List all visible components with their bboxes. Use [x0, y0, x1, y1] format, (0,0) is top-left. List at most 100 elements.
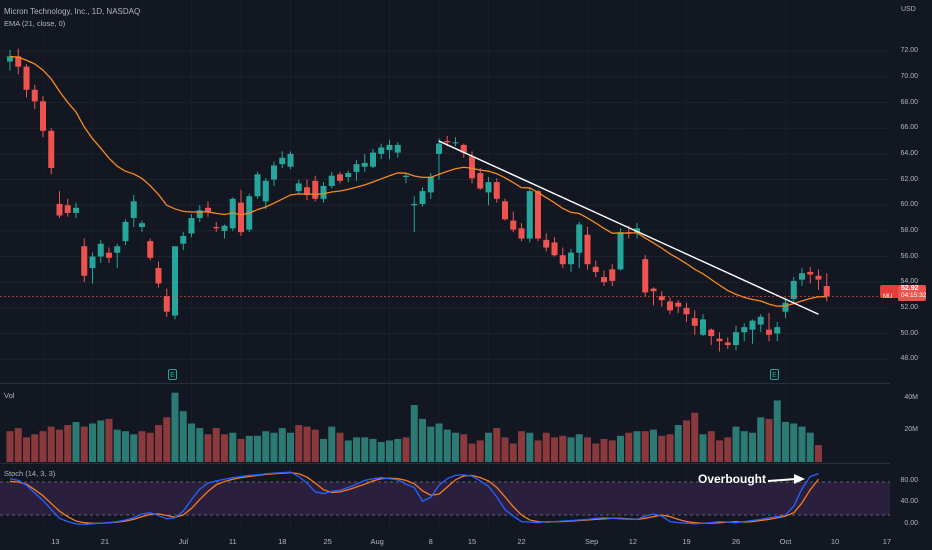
volume-bar: [452, 432, 459, 462]
candle-body: [7, 56, 13, 62]
volume-bar: [377, 441, 385, 462]
volume-bar: [427, 426, 435, 462]
volume-bar: [369, 438, 377, 462]
volume-bar: [163, 417, 171, 462]
price-axis-label: 50.00: [900, 329, 918, 337]
volume-bar: [650, 429, 657, 462]
volume-bar: [485, 432, 492, 462]
stoch-axis-40: 40.00: [900, 498, 918, 505]
candle-body: [790, 280, 797, 299]
candle-body: [254, 174, 261, 197]
earnings-icon[interactable]: E: [770, 369, 779, 380]
candle-body: [353, 164, 360, 172]
candle-body: [427, 176, 434, 193]
volume-pane-separator[interactable]: [0, 383, 890, 384]
candle-body: [106, 252, 112, 258]
candle-body: [749, 320, 756, 330]
volume-bar: [790, 423, 798, 462]
candle-body: [551, 242, 558, 256]
volume-bar: [534, 440, 542, 462]
candle-body: [741, 327, 748, 333]
volume-bar: [798, 426, 806, 462]
candle-body: [815, 275, 822, 280]
candle-body: [361, 162, 368, 167]
candle-body: [287, 153, 294, 167]
candle-body: [188, 218, 195, 234]
volume-label: Vol: [4, 391, 15, 400]
candle-body: [64, 205, 71, 213]
volume-bar: [278, 428, 286, 462]
price-axis-label: 60.00: [900, 201, 918, 209]
earnings-icon[interactable]: E: [168, 369, 177, 380]
price-axis-label: 68.00: [900, 98, 918, 106]
volume-bar: [80, 426, 88, 462]
stoch-axis-80: 80.00: [900, 477, 918, 484]
volume-bar: [551, 437, 558, 462]
volume-bar: [707, 431, 715, 462]
time-axis-label: 13: [51, 537, 60, 546]
time-axis-label: 12: [628, 537, 638, 546]
volume-bar: [460, 434, 468, 462]
candle-body: [485, 182, 492, 193]
volume-bar: [188, 423, 195, 462]
candle-body: [502, 201, 508, 220]
volume-bar: [740, 431, 748, 462]
volume-bar: [765, 418, 773, 462]
volume-bar: [674, 425, 682, 462]
candle-body: [724, 342, 731, 346]
candle-body: [436, 143, 442, 154]
candle-body: [411, 203, 418, 206]
candle-body: [370, 152, 376, 167]
candle-body: [312, 180, 319, 199]
stoch-pane-separator[interactable]: [0, 463, 890, 464]
candle-body: [147, 241, 154, 258]
volume-bar: [179, 411, 187, 462]
volume-bar: [23, 437, 30, 462]
volume-bar: [518, 431, 525, 462]
price-axis-label: 48.00: [900, 355, 918, 363]
candle-body: [650, 288, 657, 292]
volume-bar: [716, 440, 723, 462]
currency-label: USD: [901, 6, 916, 13]
candle-body: [675, 302, 682, 307]
volume-bar: [782, 421, 789, 462]
candle-body: [617, 232, 624, 270]
volume-bar: [757, 417, 765, 462]
candle-body: [419, 191, 426, 204]
stoch-d-line: [9, 471, 820, 524]
time-axis-label: 22: [517, 537, 526, 546]
volume-bar: [336, 432, 344, 462]
volume-bar: [146, 432, 154, 462]
price-axis-label: 66.00: [900, 124, 918, 132]
candle-body: [304, 187, 310, 195]
stoch-axis-0: 0.00: [904, 520, 918, 527]
candle-body: [213, 227, 220, 229]
candle-body: [782, 302, 789, 312]
candle-body: [576, 224, 583, 253]
candle-body: [559, 255, 566, 265]
time-axis-label: 15: [467, 537, 477, 546]
ema-indicator-label[interactable]: EMA (21, close, 0): [4, 19, 66, 28]
volume-bar: [542, 432, 550, 462]
volume-bar: [122, 431, 129, 462]
volume-bar: [749, 432, 756, 462]
overbought-arrowhead: [794, 474, 805, 484]
candle-body: [658, 296, 665, 301]
volume-bar: [773, 400, 781, 462]
candle-body: [163, 296, 170, 312]
volume-bar: [592, 443, 600, 462]
volume-bar: [89, 423, 96, 462]
volume-bar: [229, 432, 237, 462]
price-axis-label: 58.00: [900, 226, 918, 234]
candle-body: [477, 173, 484, 189]
volume-bar: [699, 434, 707, 462]
volume-bar: [105, 418, 113, 462]
time-axis-label: 10: [830, 537, 840, 546]
candle-body: [543, 239, 550, 248]
candle-body: [337, 174, 343, 181]
volume-bar: [641, 431, 649, 462]
candle-body: [114, 246, 121, 253]
ema-line: [9, 55, 827, 307]
candle-body: [139, 223, 145, 228]
